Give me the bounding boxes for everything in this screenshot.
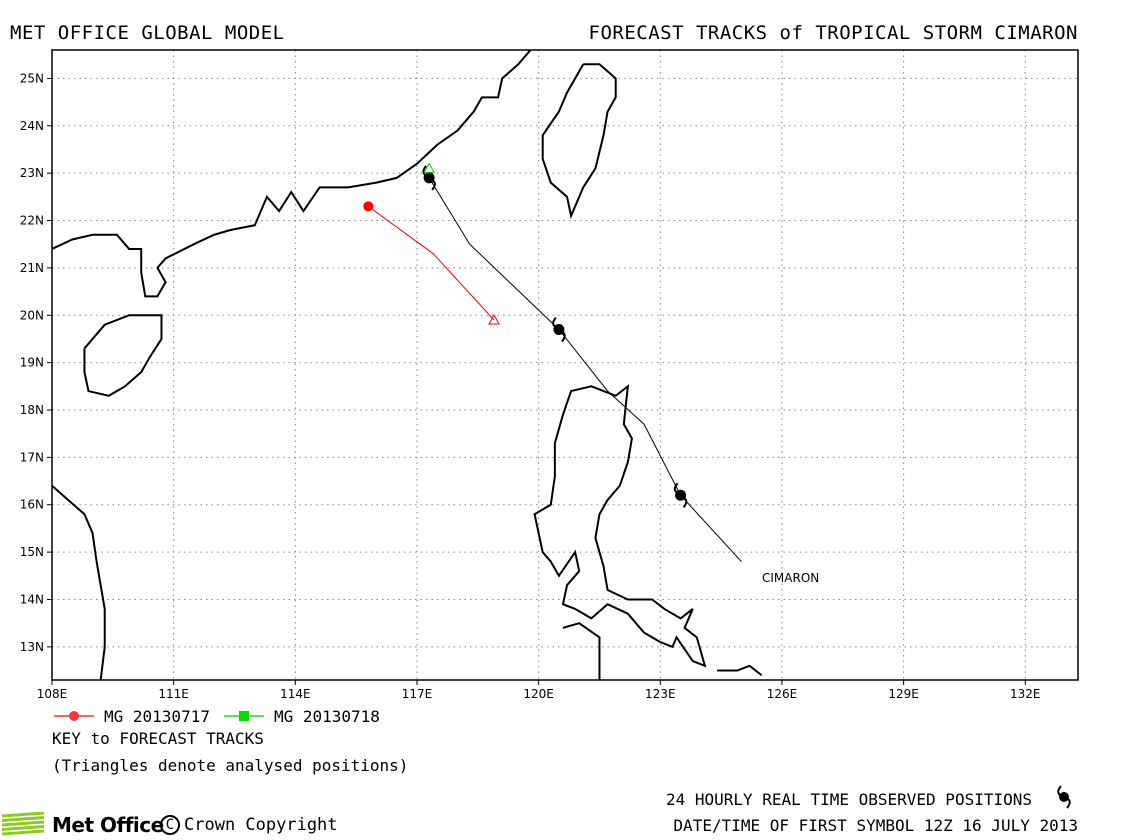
legend-item-red: MG 20130717: [52, 707, 210, 726]
cyclone-symbol-icon: [1057, 785, 1071, 809]
model-title: MET OFFICE GLOBAL MODEL: [10, 22, 285, 44]
met-office-logo-text: Met Office: [52, 813, 164, 837]
lat-tick-label: 20N: [20, 308, 44, 322]
copyright-notice: C Crown Copyright: [160, 815, 338, 835]
key-title: KEY to FORECAST TRACKS: [52, 729, 264, 748]
copyright-symbol: C: [160, 815, 180, 835]
lat-tick-label: 15N: [20, 545, 44, 559]
lat-tick-label: 24N: [20, 119, 44, 133]
observed-position-symbol: [673, 482, 688, 508]
coastline: [533, 384, 707, 668]
legend-label-green: MG 20130718: [273, 706, 380, 726]
lat-tick-label: 17N: [20, 450, 44, 464]
first-symbol-date: DATE/TIME OF FIRST SYMBOL 12Z 16 JULY 20…: [673, 816, 1078, 835]
storm-tracks: [363, 162, 742, 562]
axis-labels: 108E 111E 114E 117E 120E 123E 126E 129E 132E 13N 1…: [20, 71, 1041, 700]
coastline: [717, 664, 763, 677]
forecast-map: 108E 111E 114E 117E 120E 123E 126E 129E 132E 13N 1…: [20, 49, 1079, 700]
analysed-position-triangle: [488, 313, 500, 325]
lat-tick-label: 23N: [20, 166, 44, 180]
key-note: (Triangles denote analysed positions): [52, 756, 409, 775]
coastline: [562, 622, 601, 680]
analysed-position-triangle: [423, 162, 435, 173]
observed-positions-note: 24 HOURLY REAL TIME OBSERVED POSITIONS: [665, 790, 1032, 809]
lat-tick-label: 13N: [20, 640, 44, 654]
coastline: [83, 314, 163, 397]
met-office-logo: Met Office: [0, 812, 164, 838]
storm-name-label: CIMARON: [762, 571, 819, 585]
coastline: [541, 63, 617, 220]
lat-tick-label: 25N: [20, 71, 44, 85]
coastline: [51, 485, 106, 681]
green-track-legend-icon: [223, 711, 264, 721]
lon-tick-label: 123E: [645, 687, 676, 700]
lon-tick-label: 108E: [37, 687, 68, 700]
lat-tick-label: 18N: [20, 403, 44, 417]
forecast-end-marker: [363, 201, 374, 212]
observed-track-line: [428, 177, 742, 562]
lat-tick-label: 14N: [20, 592, 44, 606]
lon-tick-label: 120E: [523, 687, 554, 700]
legend-item-green: MG 20130718: [222, 707, 380, 726]
lat-tick-label: 21N: [20, 261, 44, 275]
met-office-logo-icon: [1, 812, 45, 836]
red-track-legend-icon: [54, 711, 94, 721]
lon-tick-label: 126E: [767, 687, 798, 700]
legend-label-red: MG 20130717: [104, 706, 210, 726]
map-grid: [47, 50, 1078, 685]
lat-tick-label: 22N: [20, 214, 44, 228]
coastline: [51, 49, 532, 298]
lon-tick-label: 117E: [402, 687, 433, 700]
observed-position-symbol: [552, 316, 566, 343]
lon-tick-label: 132E: [1010, 687, 1041, 700]
lon-tick-label: 114E: [280, 687, 311, 700]
chart-title: FORECAST TRACKS of TROPICAL STORM CIMARO…: [588, 22, 1078, 44]
copyright-text: Crown Copyright: [184, 815, 338, 835]
coastlines: [51, 49, 763, 681]
lon-tick-label: 111E: [158, 687, 189, 700]
forecast-track-line: [368, 205, 495, 321]
map-frame: [51, 49, 1079, 681]
observed-position-symbol: [422, 165, 436, 191]
legend: MG 20130717 MG 20130718: [52, 706, 392, 726]
lat-tick-label: 16N: [20, 498, 44, 512]
lat-tick-label: 19N: [20, 356, 44, 370]
lon-tick-label: 129E: [888, 687, 919, 700]
